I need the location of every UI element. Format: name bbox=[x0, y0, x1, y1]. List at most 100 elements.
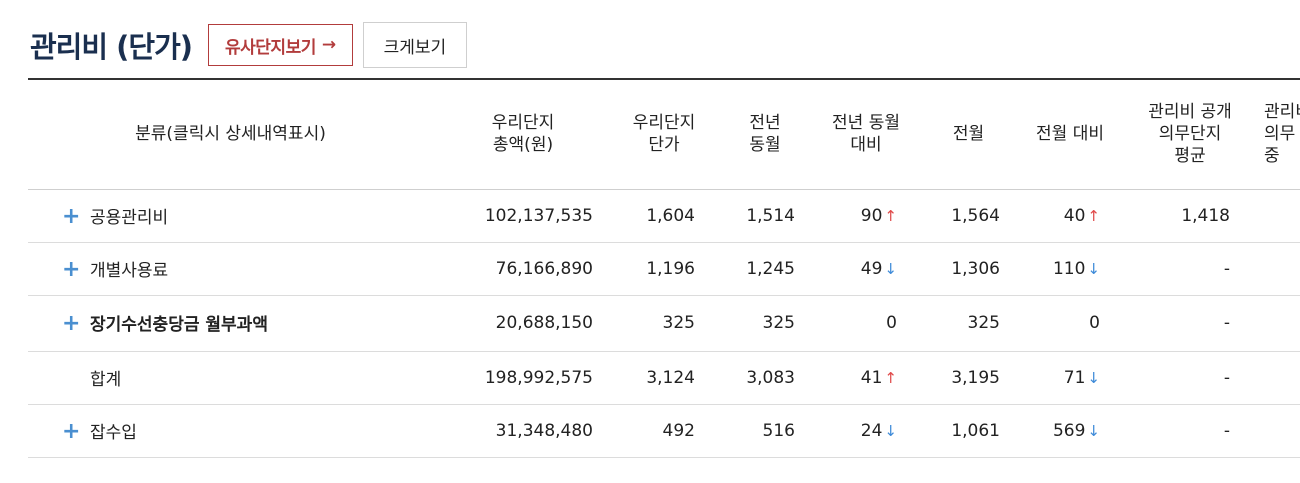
header-line: 우리단지 bbox=[632, 113, 696, 134]
yoy-change-cell: 24 ↓ bbox=[815, 404, 917, 457]
category-cell: 합계 bbox=[28, 351, 433, 404]
cell-value: 90 bbox=[860, 205, 883, 226]
page-title: 관리비 (단가) bbox=[30, 30, 193, 64]
arrow-down-icon: ↓ bbox=[1087, 259, 1100, 278]
prev-month-cell: 1,306 bbox=[917, 242, 1020, 295]
unit-price-cell: 1,604 bbox=[613, 189, 715, 242]
yoy-change-cell: 0 bbox=[815, 295, 917, 351]
cell-value: 569 bbox=[1052, 420, 1086, 441]
mandatory-avg-cell: - bbox=[1120, 404, 1260, 457]
header-col-unit: 우리단지 단가 bbox=[613, 78, 715, 190]
header-line: 중 bbox=[1264, 146, 1280, 167]
arrow-down-icon: ↓ bbox=[884, 421, 897, 440]
mandatory-avg-cell: 1,418 bbox=[1120, 189, 1260, 242]
arrow-up-icon: ↑ bbox=[884, 206, 897, 225]
header-line: 대비 bbox=[850, 135, 882, 156]
header-line: 전년 bbox=[749, 113, 781, 134]
cell-value: 1,564 bbox=[951, 205, 1000, 226]
yoy-change-cell: 41 ↑ bbox=[815, 351, 917, 404]
category-label: 합계 bbox=[90, 370, 122, 390]
category-cell[interactable]: + 장기수선충당금 월부과액 bbox=[28, 295, 433, 351]
prev-month-cell: 325 bbox=[917, 295, 1020, 351]
unit-price-cell: 1,196 bbox=[613, 242, 715, 295]
cell-value: 20,688,150 bbox=[495, 313, 593, 333]
header-line: 관리비 bbox=[1264, 102, 1300, 123]
category-cell[interactable]: + 잡수입 bbox=[28, 404, 433, 457]
mandatory-avg-cell: - bbox=[1120, 295, 1260, 351]
cell-value: 325 bbox=[762, 313, 795, 333]
arrow-down-icon: ↓ bbox=[1087, 368, 1100, 387]
plus-icon[interactable]: + bbox=[62, 311, 81, 336]
mandatory-mid-cell bbox=[1260, 189, 1300, 242]
category-label: 개별사용료 bbox=[90, 260, 169, 281]
mandatory-avg-cell: - bbox=[1120, 351, 1260, 404]
fee-table-container: 분류(클릭시 상세내역표시) 우리단지 총액(원) 우리단지 단가 전년 동월 전년 동월 대비… bbox=[28, 78, 1300, 458]
header-line: 동월 bbox=[749, 135, 781, 156]
cell-value: - bbox=[1223, 420, 1230, 441]
cell-value: 49 bbox=[860, 258, 883, 279]
table-row[interactable]: + 잡수입 31,348,480 492 516 24 ↓ 1,061 569 ↓ - bbox=[28, 404, 1300, 457]
header-line: 평균 bbox=[1174, 146, 1206, 167]
total-cell: 76,166,890 bbox=[433, 242, 613, 295]
cell-value: 1,061 bbox=[951, 420, 1000, 441]
total-cell: 31,348,480 bbox=[433, 404, 613, 457]
mandatory-mid-cell bbox=[1260, 351, 1300, 404]
cell-value: 1,418 bbox=[1181, 205, 1230, 226]
header-line: 의무단지 bbox=[1158, 124, 1222, 145]
plus-icon[interactable]: + bbox=[62, 256, 81, 282]
header-line: 관리비 공개 bbox=[1148, 102, 1232, 123]
table-row[interactable]: + 장기수선충당금 월부과액 20,688,150 325 325 0 325 0 - bbox=[28, 295, 1300, 351]
cell-value: 516 bbox=[762, 420, 795, 441]
table-row[interactable]: + 공용관리비 102,137,535 1,604 1,514 90 ↑ 1,564 40 ↑ 1,… bbox=[28, 189, 1300, 242]
mandatory-avg-cell: - bbox=[1120, 242, 1260, 295]
category-label: 잡수입 bbox=[90, 422, 137, 443]
cell-value: 198,992,575 bbox=[484, 367, 593, 388]
cell-value: 1,514 bbox=[746, 205, 795, 226]
mom-change-cell: 71 ↓ bbox=[1020, 351, 1120, 404]
unit-price-cell: 325 bbox=[613, 295, 715, 351]
plus-icon[interactable]: + bbox=[62, 203, 81, 229]
yoy-change-cell: 90 ↑ bbox=[815, 189, 917, 242]
enlarge-button[interactable]: 크게보기 bbox=[362, 22, 468, 68]
total-cell: 102,137,535 bbox=[433, 189, 613, 242]
header-col-yoy: 전년 동월 대비 bbox=[815, 78, 917, 190]
yoy-change-cell: 49 ↓ bbox=[815, 242, 917, 295]
header-col-mom: 전월 대비 bbox=[1020, 78, 1120, 190]
cell-value: 3,083 bbox=[746, 367, 795, 388]
page-header: 관리비 (단가) 유사단지보기 → 크게보기 bbox=[30, 20, 468, 70]
cell-value: - bbox=[1223, 367, 1230, 388]
cell-value: 110 bbox=[1052, 258, 1086, 279]
header-line: 의무 bbox=[1264, 124, 1296, 145]
header-line: 단가 bbox=[648, 135, 680, 156]
plus-icon[interactable]: + bbox=[62, 418, 81, 444]
category-label: 공용관리비 bbox=[90, 207, 169, 228]
header-col-prev-year: 전년 동월 bbox=[715, 78, 815, 190]
arrow-up-icon: ↑ bbox=[1087, 206, 1100, 225]
unit-price-cell: 3,124 bbox=[613, 351, 715, 404]
cell-value: 325 bbox=[967, 313, 1000, 333]
category-label: 장기수선충당금 월부과액 bbox=[90, 315, 268, 335]
table-row[interactable]: + 개별사용료 76,166,890 1,196 1,245 49 ↓ 1,306 110 ↓ - bbox=[28, 242, 1300, 295]
arrow-down-icon: ↓ bbox=[1087, 421, 1100, 440]
prev-year-cell: 1,514 bbox=[715, 189, 815, 242]
prev-month-cell: 3,195 bbox=[917, 351, 1020, 404]
cell-value: 0 bbox=[1089, 313, 1100, 333]
prev-year-cell: 3,083 bbox=[715, 351, 815, 404]
mandatory-mid-cell bbox=[1260, 295, 1300, 351]
cell-value: 40 bbox=[1063, 205, 1086, 226]
header-col-mandatory-avg: 관리비 공개 의무단지 평균 bbox=[1120, 78, 1260, 190]
header-line: 분류(클릭시 상세내역표시) bbox=[135, 124, 326, 145]
category-cell[interactable]: + 개별사용료 bbox=[28, 242, 433, 295]
cell-value: 1,604 bbox=[646, 205, 695, 226]
arrow-down-icon: ↓ bbox=[884, 259, 897, 278]
mom-change-cell: 110 ↓ bbox=[1020, 242, 1120, 295]
cell-value: 3,195 bbox=[951, 367, 1000, 388]
arrow-up-icon: ↑ bbox=[884, 368, 897, 387]
mandatory-mid-cell bbox=[1260, 242, 1300, 295]
similar-complex-label: 유사단지보기 bbox=[225, 37, 316, 58]
cell-value: 41 bbox=[860, 367, 883, 388]
category-cell[interactable]: + 공용관리비 bbox=[28, 189, 433, 242]
header-col-prev-month: 전월 bbox=[917, 78, 1020, 190]
prev-year-cell: 516 bbox=[715, 404, 815, 457]
similar-complex-button[interactable]: 유사단지보기 → bbox=[208, 24, 353, 66]
